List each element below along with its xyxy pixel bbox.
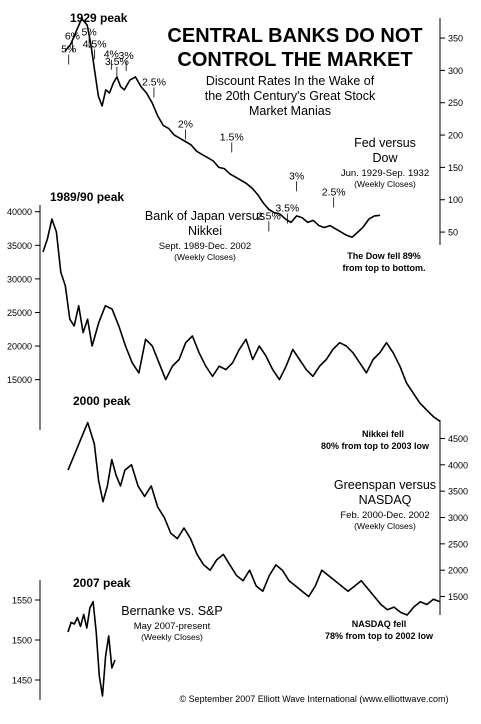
dow-annotation-label: 3% [119, 50, 134, 62]
sp-range-text: May 2007-present [134, 621, 211, 632]
dow-range-text: Jun. 1929-Sep. 1932 [341, 168, 429, 179]
dow-annotation-label: 1.5% [220, 131, 244, 143]
nasdaq-note: (Weekly Closes) [354, 521, 416, 531]
dow-note: (Weekly Closes) [354, 179, 416, 189]
dow-footnote-line1: The Dow fell 89% [347, 251, 421, 261]
dow-annotation-label: 2.5% [142, 76, 166, 88]
dow-panel-title: Fed versus [354, 136, 416, 150]
chart-subtitle-line3: Market Manias [249, 104, 331, 118]
dow-annotation-label: 2.5% [322, 186, 346, 198]
sp-note: (Weekly Closes) [141, 632, 203, 642]
dow-y-tick-label: 300 [448, 66, 463, 76]
nasdaq-y-tick-label: 4000 [448, 460, 468, 470]
nasdaq-y-tick-label: 3500 [448, 487, 468, 497]
nasdaq-y-tick-label: 2000 [448, 566, 468, 576]
dow-annotation-label: 2% [178, 119, 193, 131]
sp-series-line [67, 600, 116, 697]
dow-y-tick-label: 250 [448, 98, 463, 108]
nikkei-footnote-line1: Nikkei fell [362, 429, 404, 439]
nikkei-y-tick-label: 35000 [7, 241, 32, 251]
nikkei-panel-title2: Nikkei [188, 224, 222, 238]
copyright-text: © September 2007 Elliott Wave Internatio… [180, 694, 449, 704]
nasdaq-footnote-line1: NASDAQ fell [352, 619, 407, 629]
dow-annotation-label: 4% [104, 49, 119, 61]
dow-annotation-label: 3.5% [275, 203, 299, 215]
dow-y-tick-label: 100 [448, 195, 463, 205]
nasdaq-y-tick-label: 4500 [448, 434, 468, 444]
dow-y-tick-label: 150 [448, 163, 463, 173]
chart-subtitle-line1: Discount Rates In the Wake of [206, 74, 375, 88]
nasdaq-panel-title: Greenspan versus [334, 478, 436, 492]
sp-panel-title: Bernanke vs. S&P [121, 604, 222, 618]
nikkei-y-tick-label: 40000 [7, 207, 32, 217]
nasdaq-y-tick-label: 3000 [448, 513, 468, 523]
sp-peak-label: 2007 peak [73, 576, 131, 590]
nasdaq-range-text: Feb. 2000-Dec. 2002 [340, 510, 429, 521]
dow-series-line [64, 17, 381, 238]
nikkei-y-tick-label: 15000 [7, 375, 32, 385]
nikkei-y-tick-label: 25000 [7, 308, 32, 318]
dow-footnote-line2: from top to bottom. [343, 263, 426, 273]
nikkei-panel-title: Bank of Japan versus [145, 209, 265, 223]
dow-panel-title2: Dow [372, 151, 398, 165]
sp-y-tick-label: 1500 [12, 636, 32, 646]
dow-y-tick-label: 350 [448, 34, 463, 44]
dow-annotation-label: 4.5% [83, 38, 107, 50]
dow-annotation-label: 6% [65, 31, 80, 43]
dow-y-tick-label: 50 [448, 228, 458, 238]
nasdaq-series-line [67, 421, 441, 616]
nasdaq-y-tick-label: 1500 [448, 592, 468, 602]
nikkei-peak-label: 1989/90 peak [50, 190, 124, 204]
nasdaq-y-tick-label: 2500 [448, 539, 468, 549]
nasdaq-peak-label: 2000 peak [73, 394, 131, 408]
sp-y-tick-label: 1550 [12, 596, 32, 606]
dow-annotation-label: 2.5% [257, 210, 281, 222]
dow-annotation-label: 3% [289, 170, 304, 182]
nikkei-footnote-line2: 80% from top to 2003 low [321, 441, 430, 451]
nikkei-y-tick-label: 20000 [7, 342, 32, 352]
nikkei-y-tick-label: 30000 [7, 274, 32, 284]
nasdaq-panel-title2: NASDAQ [359, 493, 412, 507]
nasdaq-footnote-line2: 78% from top to 2002 low [325, 631, 434, 641]
nikkei-series-line [42, 218, 441, 422]
chart-title-line2: CONTROL THE MARKET [177, 49, 412, 71]
nikkei-note: (Weekly Closes) [174, 252, 236, 262]
nikkei-range-text: Sept. 1989-Dec. 2002 [159, 241, 251, 252]
chart-title-line1: CENTRAL BANKS DO NOT [167, 25, 422, 47]
chart-subtitle-line2: the 20th Century's Great Stock [205, 89, 376, 103]
dow-y-tick-label: 200 [448, 131, 463, 141]
dow-annotation-label: 5% [61, 44, 76, 56]
dow-peak-label: 1929 peak [70, 11, 128, 25]
sp-y-tick-label: 1450 [12, 676, 32, 686]
dow-annotation-label: 5% [81, 27, 96, 39]
dow-annotation-label: 3.5% [105, 56, 129, 68]
